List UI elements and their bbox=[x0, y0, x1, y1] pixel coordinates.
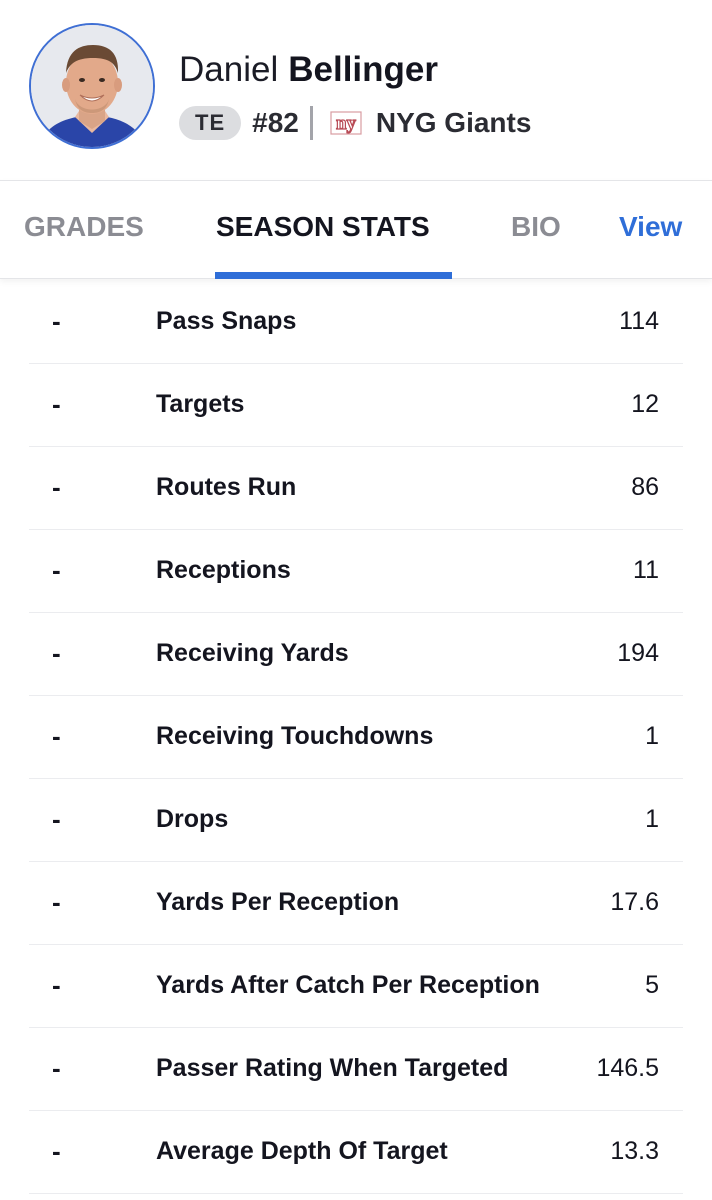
stat-rank: - bbox=[52, 472, 61, 502]
stat-row: - Average Depth Of Target 13.3 bbox=[29, 1111, 683, 1194]
stat-row: - Passer Rating When Targeted 146.5 bbox=[29, 1028, 683, 1111]
stat-rank: - bbox=[52, 721, 61, 751]
stat-row: - Receiving Touchdowns 1 bbox=[29, 696, 683, 779]
stat-row: - Receiving Yards 194 bbox=[29, 613, 683, 696]
profile-tabs: GRADES SEASON STATS BIO View bbox=[0, 180, 712, 279]
stat-value: 86 bbox=[631, 473, 659, 501]
player-meta: TE #82 ny NYG Giants bbox=[179, 104, 531, 142]
season-stats-list: - Pass Snaps 114 - Targets 12 - Routes Run 86 - Re… bbox=[29, 281, 683, 1194]
stat-value: 13.3 bbox=[610, 1137, 659, 1165]
stat-row: - Receptions 11 bbox=[29, 530, 683, 613]
stat-value: 17.6 bbox=[610, 888, 659, 916]
player-last-name: Bellinger bbox=[288, 50, 438, 89]
stat-row: - Yards Per Reception 17.6 bbox=[29, 862, 683, 945]
stat-value: 5 bbox=[645, 971, 659, 999]
stat-row: - Yards After Catch Per Reception 5 bbox=[29, 945, 683, 1028]
stat-value: 11 bbox=[633, 556, 659, 584]
tab-bio[interactable]: BIO bbox=[511, 211, 561, 242]
stat-row: - Drops 1 bbox=[29, 779, 683, 862]
stat-value: 114 bbox=[619, 307, 659, 335]
player-name: Daniel Bellinger bbox=[179, 48, 438, 92]
stat-value: 1 bbox=[645, 805, 659, 833]
stat-label: Average Depth Of Target bbox=[156, 1137, 448, 1165]
stat-rank: - bbox=[52, 638, 61, 668]
team-logo-icon: ny bbox=[330, 111, 362, 135]
stat-label: Receiving Yards bbox=[156, 639, 349, 667]
tab-grades[interactable]: GRADES bbox=[24, 211, 144, 242]
stat-rank: - bbox=[52, 389, 61, 419]
jersey-number: #82 bbox=[252, 107, 299, 138]
stat-value: 1 bbox=[645, 722, 659, 750]
active-tab-indicator bbox=[215, 272, 452, 279]
stat-rank: - bbox=[52, 1136, 61, 1166]
stat-rank: - bbox=[52, 1053, 61, 1083]
stat-label: Targets bbox=[156, 390, 245, 418]
stat-value: 12 bbox=[631, 390, 659, 418]
stat-row: - Targets 12 bbox=[29, 364, 683, 447]
stat-rank: - bbox=[52, 555, 61, 585]
stat-rank: - bbox=[52, 970, 61, 1000]
stat-label: Receptions bbox=[156, 556, 291, 584]
stat-label: Drops bbox=[156, 805, 229, 833]
player-header: Daniel Bellinger TE #82 ny NYG Giants bbox=[0, 0, 712, 180]
stat-label: Yards After Catch Per Reception bbox=[156, 971, 540, 999]
tab-view[interactable]: View bbox=[619, 211, 683, 242]
meta-divider bbox=[309, 106, 313, 140]
stat-label: Receiving Touchdowns bbox=[156, 722, 434, 750]
player-first-name: Daniel bbox=[179, 50, 279, 89]
stat-label: Passer Rating When Targeted bbox=[156, 1054, 509, 1082]
team-name: NYG Giants bbox=[375, 107, 532, 138]
stat-label: Pass Snaps bbox=[156, 307, 297, 335]
player-avatar bbox=[29, 23, 155, 149]
tab-season-stats[interactable]: SEASON STATS bbox=[216, 211, 430, 242]
stat-value: 194 bbox=[617, 639, 659, 667]
stat-row: - Pass Snaps 114 bbox=[29, 281, 683, 364]
stat-rank: - bbox=[52, 306, 61, 336]
stat-rank: - bbox=[52, 804, 61, 834]
stat-value: 146.5 bbox=[596, 1054, 659, 1082]
stat-row: - Routes Run 86 bbox=[29, 447, 683, 530]
stat-label: Yards Per Reception bbox=[156, 888, 400, 916]
position-badge: TE bbox=[179, 106, 242, 140]
stat-rank: - bbox=[52, 887, 61, 917]
player-headshot-image bbox=[31, 25, 153, 147]
svg-text:ny: ny bbox=[336, 113, 357, 134]
stat-label: Routes Run bbox=[156, 473, 297, 501]
